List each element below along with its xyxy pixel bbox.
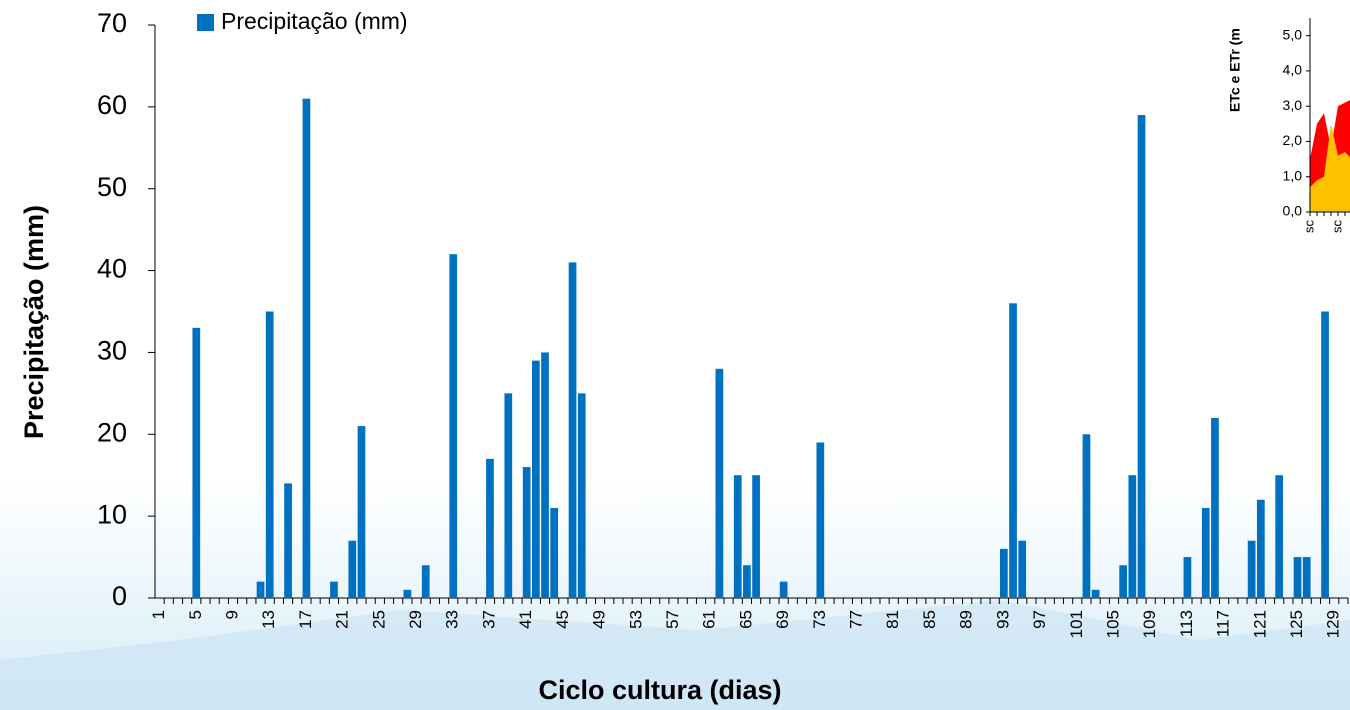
bar — [816, 442, 824, 598]
bar — [1275, 475, 1283, 598]
x-tick-label: 81 — [883, 610, 902, 629]
x-tick-label: 9 — [222, 610, 241, 619]
x-tick-label: 45 — [553, 610, 572, 629]
bar — [192, 328, 200, 598]
inset-y-axis-label: ETc e ETr (m — [1227, 28, 1243, 112]
inset-x-tick-label: sc — [1329, 220, 1344, 234]
inset-y-tick-label: 4,0 — [1283, 62, 1303, 78]
y-tick-label: 60 — [97, 90, 127, 120]
bar — [404, 590, 412, 598]
bar — [1303, 557, 1311, 598]
x-tick-label: 69 — [773, 610, 792, 629]
bar — [550, 508, 558, 598]
x-tick-label: 73 — [810, 610, 829, 629]
bar — [743, 565, 751, 598]
bar — [1128, 475, 1136, 598]
bar — [348, 541, 356, 598]
x-tick-label: 37 — [479, 610, 498, 629]
bar — [1294, 557, 1302, 598]
bar — [716, 369, 724, 598]
bar — [541, 352, 549, 598]
x-tick-label: 49 — [590, 610, 609, 629]
inset-x-tick-label: sc — [1301, 220, 1316, 234]
x-axis-label: Ciclo cultura (dias) — [538, 675, 781, 705]
x-tick-label: 93 — [993, 610, 1012, 629]
x-tick-label: 121 — [1250, 610, 1269, 638]
bar — [1092, 590, 1100, 598]
bar — [303, 99, 311, 598]
legend-swatch — [197, 14, 214, 31]
y-axis-label: Precipitação (mm) — [19, 205, 49, 439]
x-tick-label: 117 — [1214, 610, 1233, 637]
x-tick-label: 5 — [186, 610, 205, 619]
legend-label: Precipitação (mm) — [221, 8, 408, 34]
x-tick-label: 1 — [149, 610, 168, 619]
x-tick-label: 33 — [443, 610, 462, 629]
x-tick-label: 125 — [1287, 610, 1306, 638]
page: Ciclo cultura (dias) Precipitação (mm) 0… — [0, 0, 1350, 710]
bar — [358, 426, 366, 598]
bar — [1202, 508, 1210, 598]
y-tick-label: 50 — [97, 172, 127, 202]
x-tick-label: 113 — [1177, 610, 1196, 637]
bar — [1009, 303, 1017, 598]
bar — [284, 483, 292, 598]
bar — [1321, 312, 1329, 599]
x-tick-label: 105 — [1103, 610, 1122, 638]
bar — [422, 565, 430, 598]
x-tick-label: 109 — [1140, 610, 1159, 638]
inset-y-tick-label: 0,0 — [1283, 203, 1303, 219]
y-tick-label: 20 — [97, 417, 127, 447]
x-tick-label: 85 — [920, 610, 939, 629]
bar — [1018, 541, 1026, 598]
bar — [578, 393, 586, 598]
bar — [1083, 434, 1091, 598]
bar — [1248, 541, 1256, 598]
x-tick-label: 25 — [369, 610, 388, 629]
x-tick-label: 41 — [516, 610, 535, 629]
y-tick-label: 70 — [97, 8, 127, 38]
x-tick-label: 65 — [736, 610, 755, 629]
x-tick-label: 89 — [957, 610, 976, 629]
x-tick-label: 77 — [847, 610, 866, 629]
inset-y-tick-label: 2,0 — [1283, 132, 1303, 148]
bar — [449, 254, 457, 598]
inset-y-tick-label: 5,0 — [1283, 26, 1303, 42]
bar — [1184, 557, 1192, 598]
bar — [1119, 565, 1127, 598]
bar — [532, 361, 540, 598]
x-tick-label: 13 — [259, 610, 278, 629]
x-tick-label: 61 — [700, 610, 719, 629]
bar — [330, 582, 338, 598]
y-tick-label: 0 — [112, 581, 127, 611]
y-tick-label: 40 — [97, 254, 127, 284]
y-tick-label: 10 — [97, 499, 127, 529]
x-tick-label: 101 — [1067, 610, 1086, 638]
x-tick-label: 21 — [333, 610, 352, 629]
x-tick-label: 29 — [406, 610, 425, 629]
bar — [1211, 418, 1219, 598]
x-tick-label: 129 — [1324, 610, 1343, 638]
bar — [486, 459, 494, 598]
bar — [266, 312, 274, 599]
x-tick-label: 97 — [1030, 610, 1049, 629]
bar — [569, 262, 577, 598]
x-tick-label: 57 — [663, 610, 682, 629]
chart: Ciclo cultura (dias) Precipitação (mm) 0… — [0, 0, 1350, 710]
bar — [734, 475, 742, 598]
bar — [752, 475, 760, 598]
bar — [257, 582, 265, 598]
y-tick-label: 30 — [97, 336, 127, 366]
bar — [1257, 500, 1265, 598]
bar — [780, 582, 788, 598]
bar — [1000, 549, 1008, 598]
bar — [1138, 115, 1146, 598]
bar — [523, 467, 531, 598]
inset-y-tick-label: 3,0 — [1283, 97, 1303, 113]
bar — [504, 393, 512, 598]
x-tick-label: 17 — [296, 610, 315, 629]
inset-y-tick-label: 1,0 — [1283, 167, 1303, 183]
x-tick-label: 53 — [626, 610, 645, 629]
